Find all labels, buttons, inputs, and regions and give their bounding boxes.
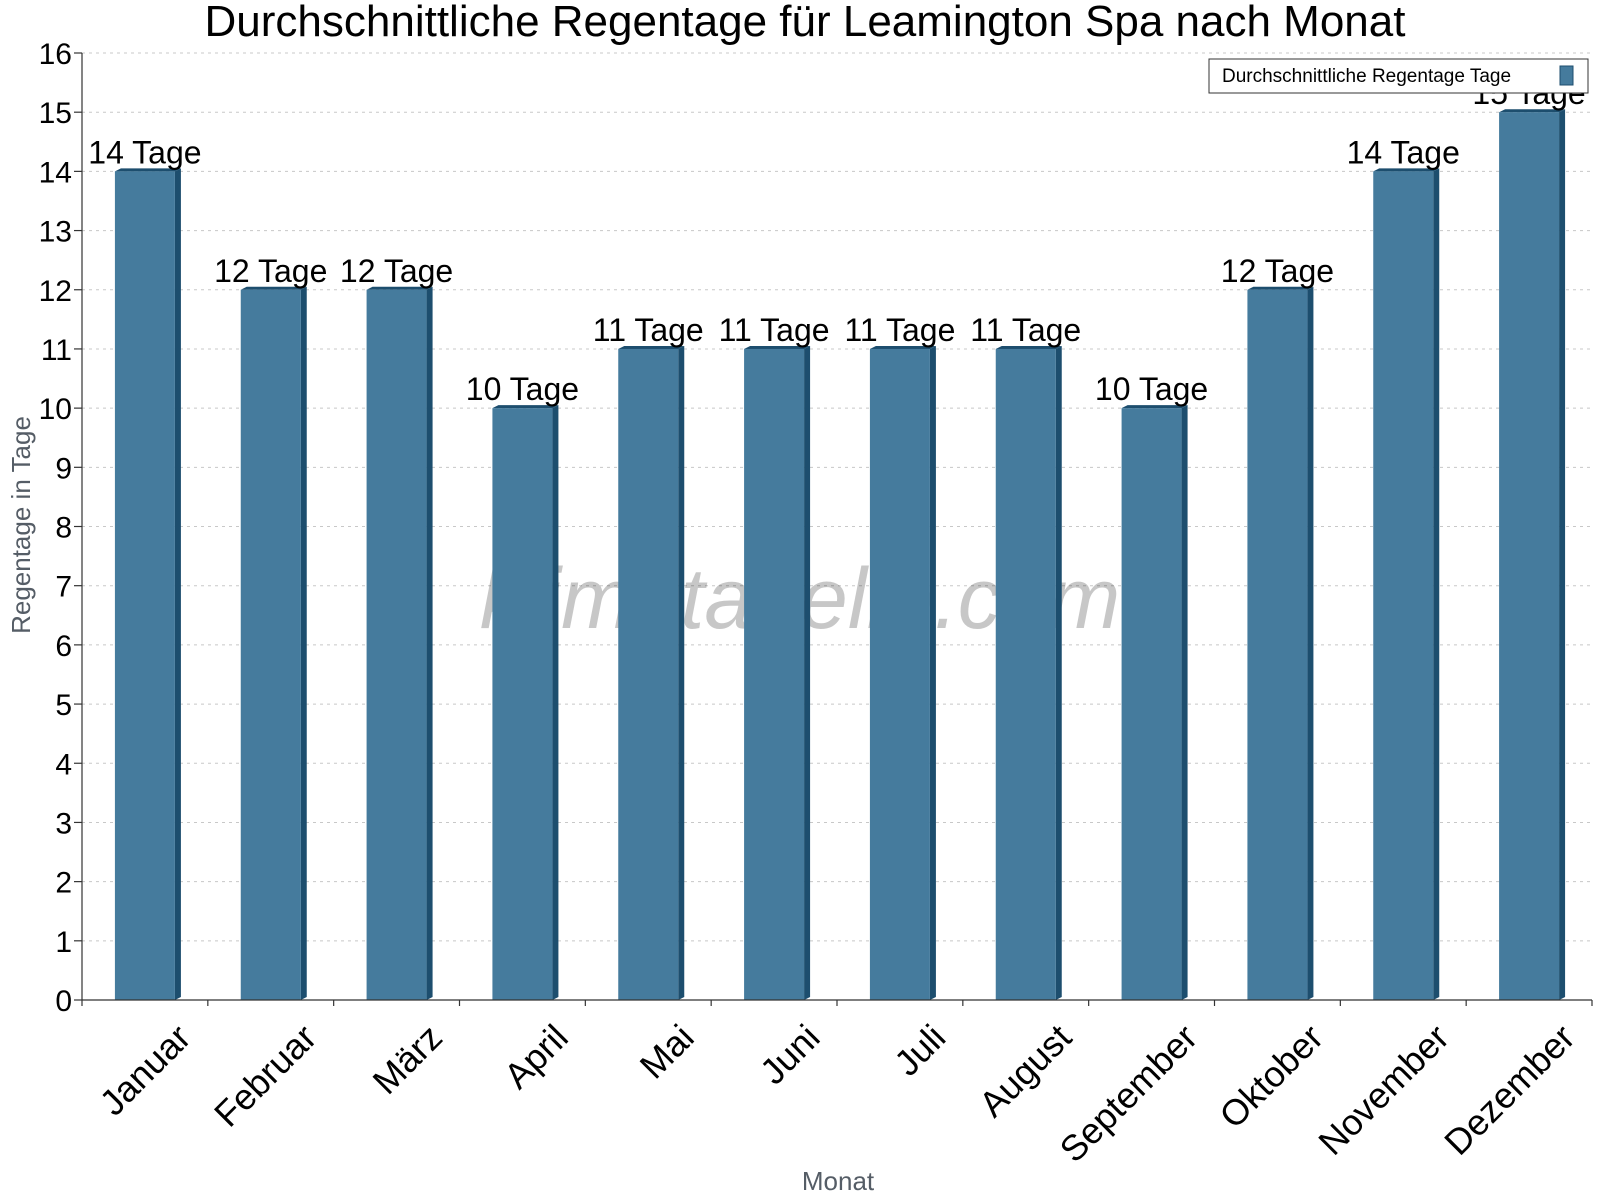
y-tick-label: 11 [41, 334, 72, 367]
bar-side [552, 405, 559, 1000]
bar-top [366, 286, 433, 290]
bar [995, 348, 1056, 1000]
data-label: 14 Tage [1347, 134, 1460, 170]
y-tick-label: 1 [55, 926, 72, 959]
x-category-label: November [1310, 1016, 1456, 1162]
bars [114, 109, 1566, 1000]
x-category-label: April [496, 1016, 576, 1096]
bar-side [1307, 286, 1314, 1000]
grid-lines [82, 52, 1592, 942]
y-tick-label: 10 [39, 393, 72, 426]
bar-side [1055, 345, 1062, 1000]
bar-side [1181, 405, 1188, 1000]
y-tick-label: 6 [55, 630, 72, 663]
bar [1247, 289, 1308, 1000]
bar-side [1433, 168, 1440, 1000]
y-tick-label: 5 [55, 689, 72, 722]
bar-top [1499, 109, 1566, 113]
y-tick-label: 12 [39, 275, 72, 308]
y-tick-label: 0 [55, 985, 72, 1018]
bar-side [678, 345, 685, 1000]
y-tick-label: 15 [39, 97, 72, 130]
bar-top [240, 286, 307, 290]
x-category-label: Juni [752, 1016, 828, 1092]
bar [618, 348, 679, 1000]
bar-top [618, 345, 685, 349]
bar [366, 289, 427, 1000]
x-category-label: Januar [92, 1016, 199, 1123]
x-category-label: Oktober [1211, 1016, 1331, 1136]
legend-label: Durchschnittliche Regentage Tage [1222, 66, 1511, 87]
data-label: 11 Tage [970, 312, 1081, 348]
bar-side [804, 345, 811, 1000]
y-axis-title: Regentage in Tage [6, 416, 36, 634]
data-label: 11 Tage [719, 312, 830, 348]
y-tick-label: 8 [55, 512, 72, 545]
bar-side [300, 286, 307, 1000]
bar [1499, 112, 1560, 1000]
x-axis-title: Monat [802, 1166, 875, 1196]
x-category-label: Mai [632, 1016, 702, 1086]
axes [74, 52, 1593, 1006]
bar-top [1247, 286, 1314, 290]
data-label: 14 Tage [88, 134, 201, 170]
y-tick-label: 4 [55, 748, 72, 781]
bar-side [1559, 109, 1566, 1000]
x-category-label: August [971, 1016, 1079, 1124]
y-tick-label: 13 [39, 216, 72, 249]
data-label: 11 Tage [593, 312, 704, 348]
x-category-label: Dezember [1436, 1016, 1582, 1162]
bar-top [114, 168, 181, 172]
data-label: 10 Tage [466, 371, 579, 407]
data-label: 12 Tage [214, 253, 327, 289]
y-tick-label: 14 [39, 156, 72, 189]
bar [492, 408, 553, 1000]
bar-side [426, 286, 433, 1000]
chart-title: Durchschnittliche Regentage für Leamingt… [205, 0, 1406, 46]
bar [869, 348, 930, 1000]
y-tick-label: 2 [55, 867, 72, 900]
bar-top [869, 345, 936, 349]
legend: Durchschnittliche Regentage Tage [1208, 58, 1589, 94]
data-label: 11 Tage [844, 312, 955, 348]
y-tick-label: 16 [39, 38, 72, 71]
bar-top [744, 345, 811, 349]
bar [240, 289, 301, 1000]
bar [114, 171, 175, 1000]
y-tick-label: 9 [55, 452, 72, 485]
bar [744, 348, 805, 1000]
x-category-label: Juli [886, 1016, 953, 1083]
bar-top [1373, 168, 1440, 172]
data-label: 12 Tage [1221, 253, 1334, 289]
bar-side [174, 168, 181, 1000]
x-category-label: Februar [206, 1016, 324, 1134]
data-label: 12 Tage [340, 253, 453, 289]
y-tick-label: 7 [55, 571, 72, 604]
bar-side [929, 345, 936, 1000]
bar [1373, 171, 1434, 1000]
data-label: 10 Tage [1095, 371, 1208, 407]
y-tick-label: 3 [55, 807, 72, 840]
x-category-label: September [1052, 1016, 1206, 1170]
bar-top [1121, 405, 1188, 409]
bar-top [995, 345, 1062, 349]
legend-swatch [1559, 65, 1574, 86]
x-category-label: März [364, 1016, 450, 1102]
bar-top [492, 405, 559, 409]
bar [1121, 408, 1182, 1000]
legend-box [1208, 58, 1589, 94]
